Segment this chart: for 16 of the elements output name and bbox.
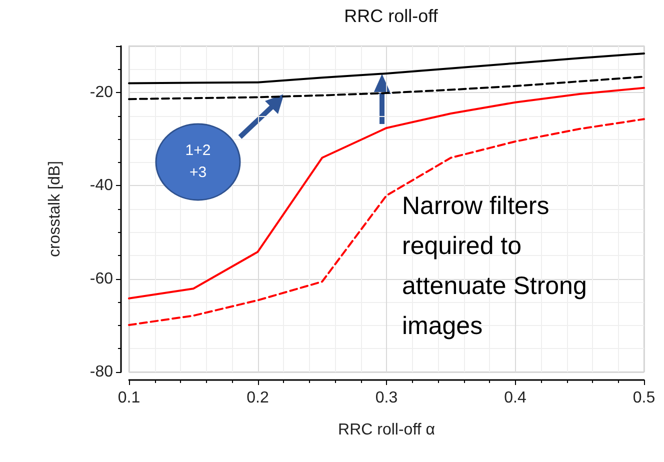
y-tick-label: -80 [90, 364, 114, 380]
x-axis-title: RRC roll-off α [338, 422, 435, 438]
x-tick-label: 0.5 [632, 390, 656, 406]
y-tick-label: -20 [90, 84, 114, 102]
annotation: Narrow filters required to attenuate Strong images [402, 191, 588, 342]
line-series [128, 76, 645, 100]
x-tick-label: 0.3 [375, 390, 398, 406]
line-series [128, 52, 645, 84]
x-tick-label: 0.4 [504, 390, 526, 406]
y-tick-label: -40 [90, 177, 114, 194]
x-tick-label: 0.2 [246, 390, 269, 406]
line-series [128, 86, 645, 300]
y-tick-label: -60 [90, 270, 114, 288]
y-axis-title: crosstalk [dB] [46, 160, 64, 258]
x-tick-label: 0.1 [118, 390, 140, 406]
chart-title: RRC roll-off [344, 6, 439, 26]
